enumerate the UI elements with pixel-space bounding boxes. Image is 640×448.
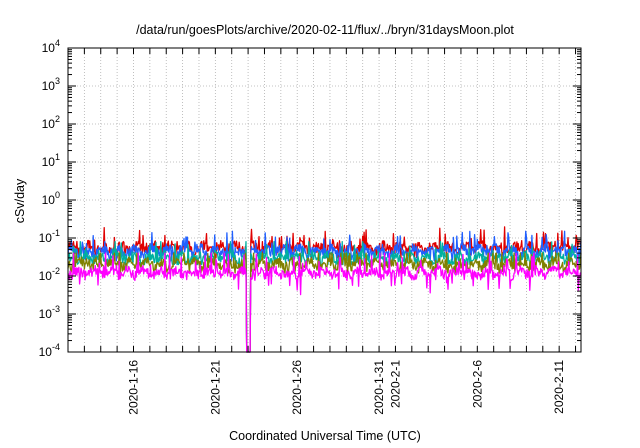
y-tick-label: 102: [42, 114, 60, 131]
plot-frame: [67, 47, 582, 353]
x-tick-labels: 2020-1-16 2020-1-21 2020-1-26 2020-1-31 2020…: [126, 360, 566, 415]
y-tick-label: 104: [42, 38, 60, 55]
x-tick-label: 2020-1-21: [208, 360, 222, 415]
x-tick-label: 2020-1-26: [290, 360, 304, 415]
x-tick-label: 2020-2-1: [388, 360, 402, 408]
y-tick-label: 103: [42, 76, 60, 93]
series-line: [67, 230, 582, 353]
y-axis-label: cSv/day: [13, 178, 27, 223]
y-tick-labels: 10-4 10-3 10-2 10-1 100 101 102 103 104: [39, 38, 60, 359]
y-tick-label: 10-4: [39, 342, 60, 359]
y-tick-label: 10-3: [39, 304, 60, 321]
grid: [68, 48, 581, 352]
x-tick-label: 2020-1-16: [126, 360, 140, 415]
chart-title: /data/run/goesPlots/archive/2020-02-11/f…: [136, 23, 514, 37]
y-tick-label: 101: [42, 152, 60, 169]
y-tick-label: 10-1: [39, 228, 60, 245]
x-tick-label: 2020-2-11: [552, 360, 566, 414]
series-group: [67, 226, 582, 353]
series-line: [67, 252, 582, 353]
x-axis-label: Coordinated Universal Time (UTC): [229, 429, 421, 443]
y-tick-label: 10-2: [39, 266, 60, 283]
y-tick-label: 100: [42, 190, 60, 207]
series-line: [67, 252, 582, 353]
tick-marks: [67, 47, 581, 353]
x-tick-label: 2020-2-6: [470, 360, 484, 408]
x-tick-label: 2020-1-31: [372, 360, 386, 415]
